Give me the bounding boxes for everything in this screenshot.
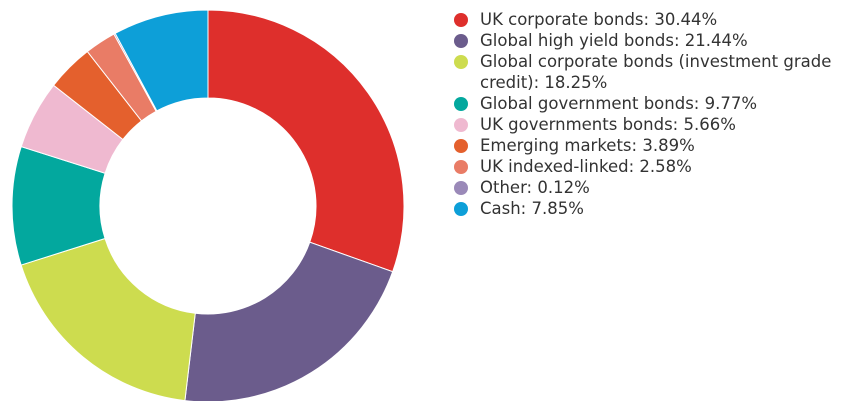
legend-label: Global government bonds: 9.77% [480, 94, 758, 113]
legend-label: UK corporate bonds: 30.44% [480, 10, 718, 29]
legend-item: Cash: 7.85% [452, 198, 842, 219]
legend-swatch [454, 180, 468, 195]
legend-item: Other: 0.12% [452, 177, 842, 198]
legend-label: Global corporate bonds (investment grade… [480, 52, 832, 92]
legend-swatch [454, 33, 468, 48]
legend-item: Emerging markets: 3.89% [452, 135, 842, 156]
legend-item: Global corporate bonds (investment grade… [452, 51, 842, 93]
legend-item: UK corporate bonds: 30.44% [452, 9, 842, 30]
legend-swatch [454, 54, 468, 69]
legend-item: Global high yield bonds: 21.44% [452, 30, 842, 51]
donut-slice-8 [114, 9, 209, 112]
legend-item: UK governments bonds: 5.66% [452, 114, 842, 135]
legend-item: UK indexed-linked: 2.58% [452, 156, 842, 177]
legend-label: UK governments bonds: 5.66% [480, 115, 736, 134]
legend-item: Global government bonds: 9.77% [452, 93, 842, 114]
legend-label: UK indexed-linked: 2.58% [480, 157, 692, 176]
legend-label: Emerging markets: 3.89% [480, 136, 695, 155]
legend-swatch [454, 159, 468, 174]
donut-chart [11, 9, 405, 401]
donut-slice-2 [20, 237, 196, 401]
legend-label: Other: 0.12% [480, 178, 590, 197]
legend-label: Global high yield bonds: 21.44% [480, 31, 748, 50]
legend-swatch [454, 138, 468, 153]
chart-legend: UK corporate bonds: 30.44% Global high yi… [452, 9, 842, 219]
donut-slice-0 [207, 9, 405, 273]
legend-swatch [454, 96, 468, 111]
legend-swatch [454, 12, 468, 27]
donut-slice-1 [184, 241, 394, 401]
legend-swatch [454, 201, 468, 216]
legend-label: Cash: 7.85% [480, 199, 584, 218]
legend-swatch [454, 117, 468, 132]
